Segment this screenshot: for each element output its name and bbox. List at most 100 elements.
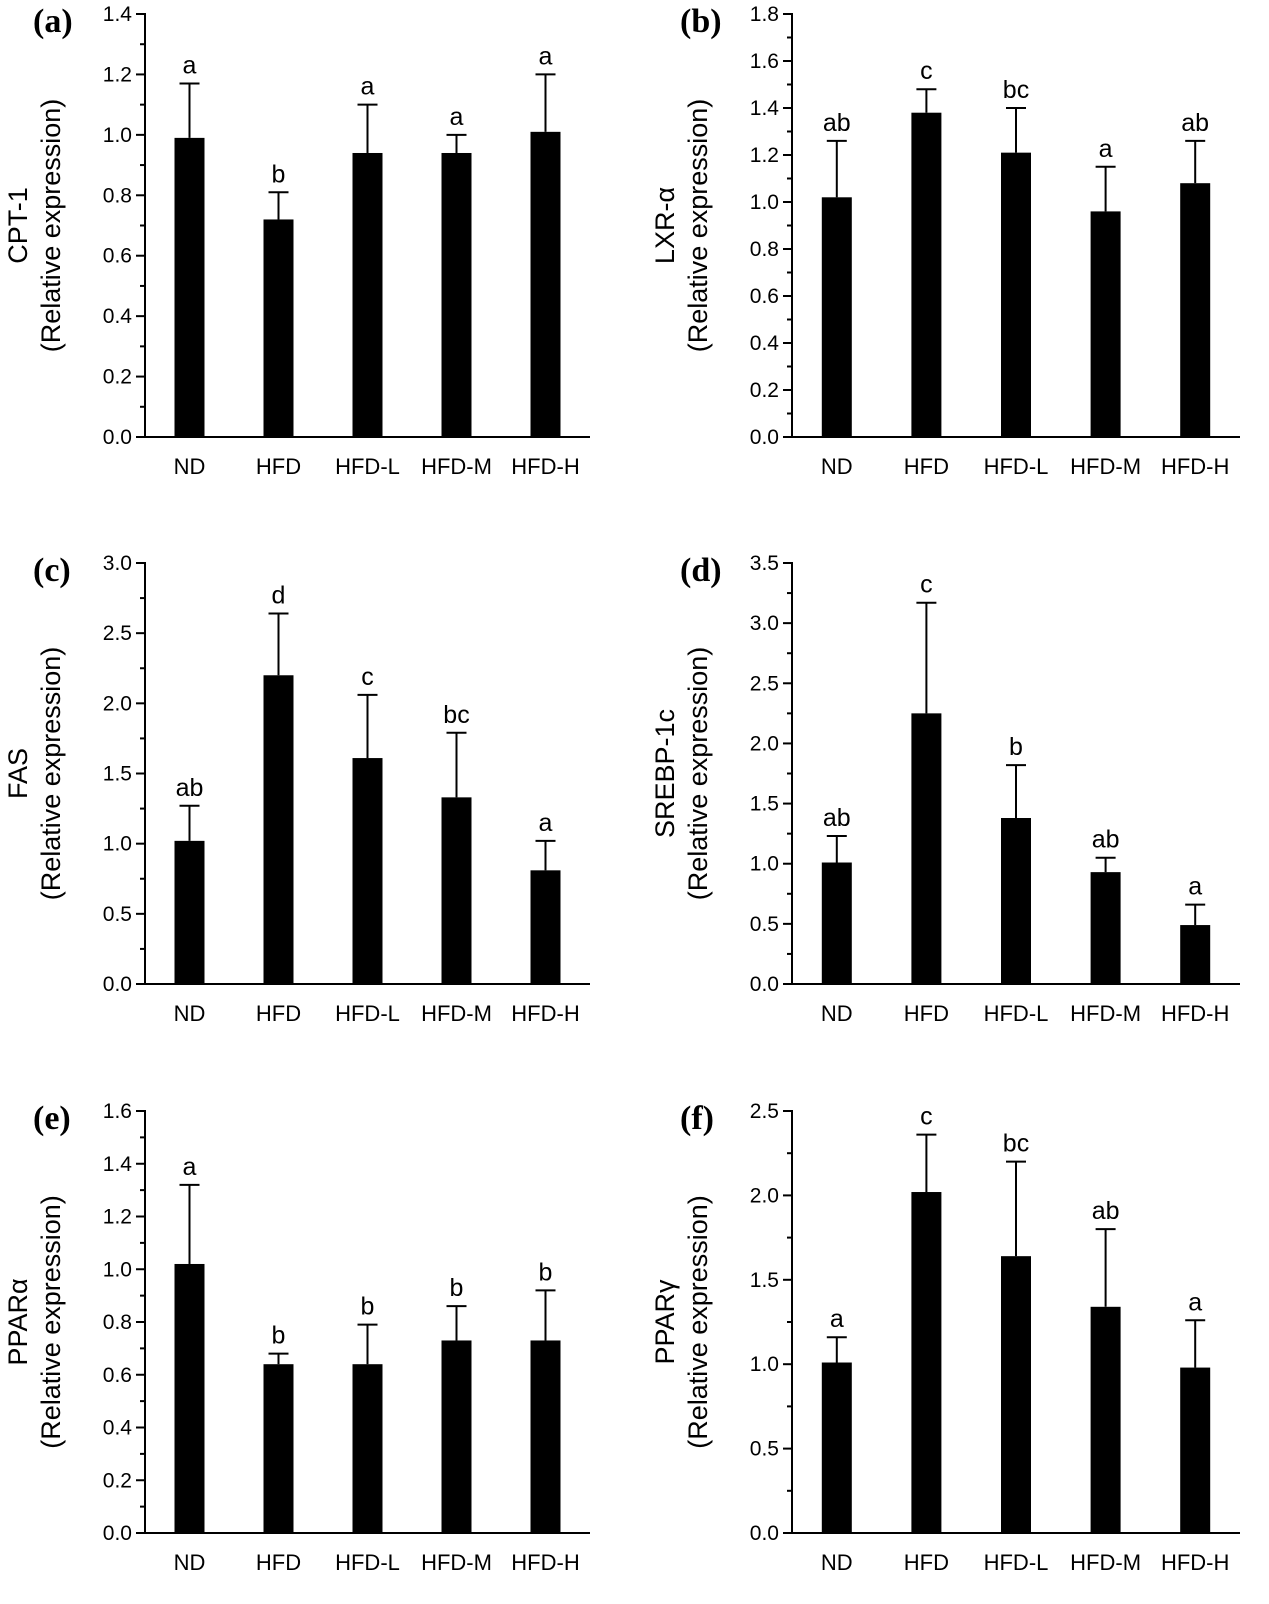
significance-letter: c <box>361 663 374 691</box>
significance-letter: a <box>450 103 464 131</box>
y-axis-label-line: (Relative expression) <box>36 1195 66 1449</box>
bar <box>1180 183 1211 437</box>
x-tick-label: HFD-M <box>421 454 492 479</box>
y-tick-label: 1.0 <box>103 124 132 147</box>
significance-letter: a <box>183 51 197 79</box>
panel-label: (d) <box>680 552 722 589</box>
x-tick-label: HFD <box>256 454 301 479</box>
bar <box>1001 1256 1031 1533</box>
bar <box>263 1364 294 1533</box>
x-tick-label: ND <box>174 454 206 479</box>
bar <box>530 1340 561 1533</box>
panel-label: (a) <box>33 3 73 40</box>
y-axis-label: SREBP-1c (Relative expression) <box>650 647 713 901</box>
y-tick-label: 0.8 <box>103 1311 132 1334</box>
y-axis-label-line: LXR-α <box>650 187 680 264</box>
significance-letter: bc <box>1003 1130 1029 1158</box>
x-tick-label: HFD-H <box>1161 1550 1229 1575</box>
x-tick-label: HFD-M <box>421 1550 492 1575</box>
significance-letter: ab <box>823 804 851 832</box>
y-tick-label: 0.5 <box>750 1438 779 1461</box>
x-tick-label: HFD-L <box>335 454 400 479</box>
y-axis-label: FAS (Relative expression) <box>3 647 66 901</box>
x-tick-label: HFD <box>904 454 949 479</box>
panel-label: (e) <box>33 1100 71 1137</box>
x-tick-label: ND <box>174 1001 206 1026</box>
significance-letter: a <box>1099 135 1113 163</box>
x-tick-label: HFD <box>256 1001 301 1026</box>
y-tick-label: 1.8 <box>750 3 779 26</box>
significance-letter: b <box>450 1274 464 1302</box>
y-axis-label-line: FAS <box>3 748 33 799</box>
x-tick-label: HFD-H <box>511 454 579 479</box>
bar <box>441 1340 472 1533</box>
significance-letter: bc <box>443 701 469 729</box>
y-tick-label: 1.0 <box>103 1258 132 1281</box>
y-tick-label: 1.5 <box>750 1269 779 1292</box>
y-tick-label: 1.6 <box>103 1100 132 1123</box>
x-tick-label: HFD-H <box>1161 454 1229 479</box>
chart-panel-2: (b) 0.0 0.2 0.4 0.6 0.8 1.0 1.2 1.4 1.6 1.8 LXR-α (R… <box>650 3 1240 479</box>
bar <box>1001 818 1031 984</box>
significance-letter: b <box>1009 733 1023 761</box>
bar <box>174 137 205 437</box>
bar <box>530 131 561 438</box>
y-tick-label: 1.0 <box>103 833 132 856</box>
y-tick-label: 1.4 <box>750 97 780 120</box>
y-tick-label: 3.0 <box>103 552 132 575</box>
panel-label: (f) <box>680 1100 714 1137</box>
significance-letter: c <box>920 1103 933 1131</box>
bar <box>821 1362 852 1533</box>
x-tick-label: HFD <box>904 1001 949 1026</box>
significance-letter: a <box>830 1305 844 1333</box>
bar <box>441 797 472 984</box>
bar <box>911 713 942 984</box>
bar <box>821 862 852 984</box>
y-tick-label: 0.2 <box>750 379 779 402</box>
bar <box>1180 925 1211 984</box>
y-tick-label: 0.6 <box>103 245 132 268</box>
y-tick-label: 0.5 <box>750 913 779 936</box>
x-tick-label: HFD-M <box>1070 1550 1141 1575</box>
y-tick-label: 0.4 <box>103 305 133 328</box>
y-tick-label: 1.6 <box>750 50 779 73</box>
y-tick-label: 1.5 <box>750 793 779 816</box>
significance-letter: b <box>539 1258 553 1286</box>
y-axis-label-line: CPT-1 <box>3 187 33 264</box>
significance-letter: a <box>1188 873 1202 901</box>
significance-letter: b <box>272 1322 286 1350</box>
y-tick-label: 2.0 <box>103 692 132 715</box>
y-tick-label: 0.0 <box>750 1522 779 1545</box>
y-tick-label: 0.4 <box>103 1417 133 1440</box>
y-axis-label-line: SREBP-1c <box>650 709 680 838</box>
bar <box>1090 872 1121 984</box>
y-axis-label: CPT-1 (Relative expression) <box>3 99 66 353</box>
bar <box>352 1364 383 1533</box>
chart-panel-3: (c) 0.0 0.5 1.0 1.5 2.0 2.5 3.0 FAS (Relative exp… <box>3 552 590 1026</box>
bar <box>1001 152 1031 437</box>
y-tick-label: 1.4 <box>103 3 133 26</box>
y-tick-label: 0.0 <box>750 973 779 996</box>
significance-letter: a <box>1188 1288 1202 1316</box>
bar <box>530 870 561 984</box>
significance-letter: ab <box>1092 826 1120 854</box>
x-tick-label: HFD-L <box>335 1550 400 1575</box>
panel-label: (c) <box>33 552 71 589</box>
significance-letter: ab <box>823 109 851 137</box>
y-axis-label-line: (Relative expression) <box>36 647 66 901</box>
significance-letter: a <box>539 809 553 837</box>
bar <box>1090 1306 1121 1533</box>
significance-letter: c <box>920 571 933 599</box>
y-axis-label-line: (Relative expression) <box>683 1195 713 1449</box>
y-tick-label: 1.2 <box>103 63 132 86</box>
x-tick-label: ND <box>821 1001 853 1026</box>
y-tick-label: 3.0 <box>750 612 779 635</box>
bar <box>263 675 294 984</box>
y-tick-label: 0.2 <box>103 366 132 389</box>
y-tick-label: 0.0 <box>103 1522 132 1545</box>
significance-letter: ab <box>1092 1197 1120 1225</box>
significance-letter: a <box>361 73 375 101</box>
y-axis-label: LXR-α (Relative expression) <box>650 99 713 353</box>
y-axis-label-line: (Relative expression) <box>36 99 66 353</box>
y-tick-label: 1.2 <box>750 144 779 167</box>
